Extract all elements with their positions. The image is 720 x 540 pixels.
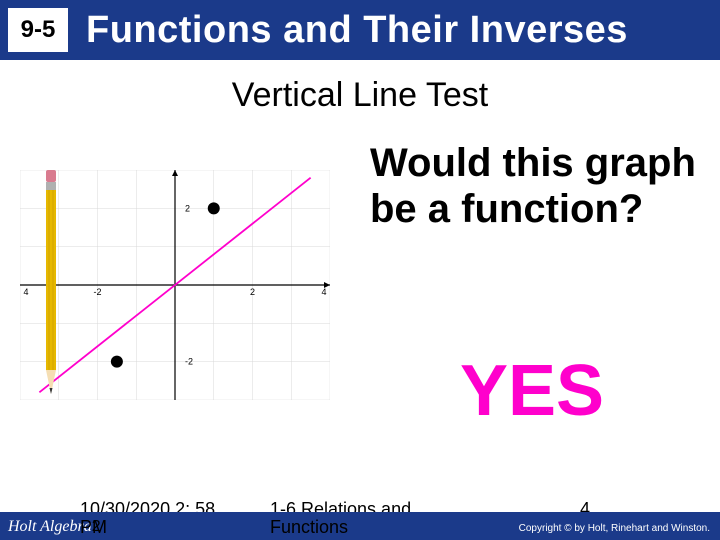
svg-text:-2: -2 [185, 357, 193, 367]
svg-text:-2: -2 [93, 287, 101, 297]
section-number: 9-5 [21, 16, 56, 44]
section-badge: 9-5 [8, 8, 68, 52]
graph: 4 -2 2 4 2 -2 [20, 170, 330, 400]
header-bar: 9-5 Functions and Their Inverses [0, 0, 720, 60]
header-title: Functions and Their Inverses [86, 9, 628, 52]
subtitle: Vertical Line Test [0, 76, 720, 115]
graph-svg: 4 -2 2 4 2 -2 [20, 170, 330, 400]
svg-text:2: 2 [250, 287, 255, 297]
svg-text:4: 4 [321, 287, 326, 297]
question: Would this graph be a function? [370, 140, 710, 232]
functions-text: Functions [270, 517, 348, 537]
answer: YES [460, 350, 604, 432]
copyright-text: by Holt, Rinehart and Winston. [574, 523, 710, 534]
svg-text:4: 4 [23, 287, 28, 297]
functions-label: Functions [270, 517, 350, 538]
pm-label: PM [80, 517, 107, 538]
copyright: Copyright © by Holt, Rinehart and Winsto… [519, 523, 710, 534]
svg-text:2: 2 [185, 203, 190, 213]
copyright-prefix: Copyright © [519, 523, 572, 534]
